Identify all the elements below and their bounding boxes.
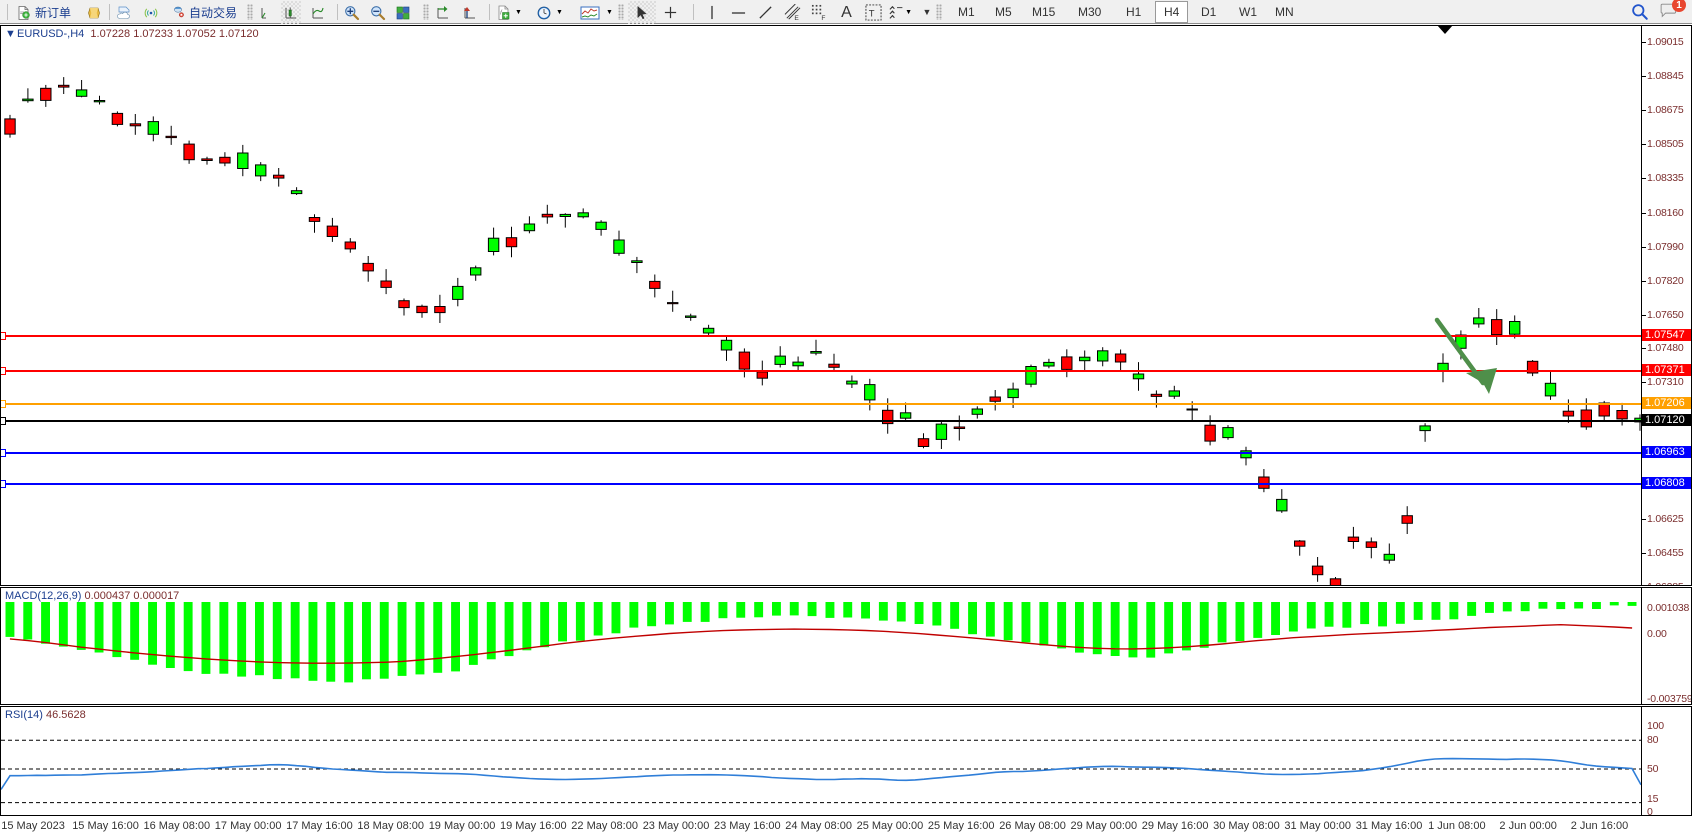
svg-text:E: E [794, 15, 799, 21]
svg-text:T: T [869, 8, 875, 19]
svg-text:F: F [821, 15, 825, 21]
